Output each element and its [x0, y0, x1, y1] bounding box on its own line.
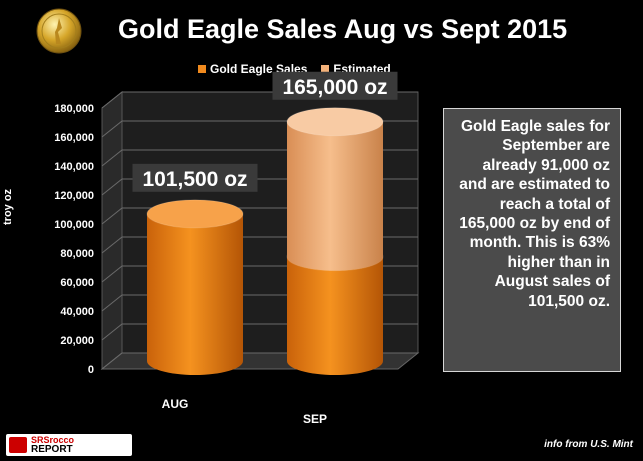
data-label-bg [272, 71, 398, 100]
y-tick-label: 20,000 [60, 335, 94, 347]
annotation-box: Gold Eagle sales for September are alrea… [443, 108, 621, 372]
bar-top-sep-estimated [286, 107, 384, 137]
bar-sep-sales [287, 256, 383, 375]
bar-aug-sales [147, 213, 243, 375]
data-label: 165,000 oz [282, 76, 387, 99]
data-label: 101,500 oz [142, 168, 247, 191]
y-tick-label: 180,000 [54, 103, 94, 115]
chart-title: Gold Eagle Sales Aug vs Sept 2015 [118, 14, 568, 44]
legend-swatch-estimated [321, 65, 330, 73]
y-tick-label: 80,000 [60, 248, 94, 260]
source-credit: info from U.S. Mint [544, 439, 633, 450]
y-tick-label: 140,000 [54, 161, 94, 173]
x-tick-label: SEP [303, 412, 327, 426]
logo-top-text: SRSrocco [31, 435, 75, 445]
y-tick-label: 120,000 [54, 190, 94, 202]
y-tick-label: 0 [88, 364, 94, 376]
bar-sep-estimated [287, 121, 383, 271]
gold-eagle-coin-icon [36, 8, 82, 54]
y-tick-label: 40,000 [60, 306, 94, 318]
y-tick-label: 60,000 [60, 277, 94, 289]
y-tick-label: 160,000 [54, 132, 94, 144]
y-tick-label: 100,000 [54, 219, 94, 231]
legend-swatch-sales [198, 65, 206, 73]
srsrocco-logo: SRSrocco REPORT [6, 434, 132, 456]
logo-mark-icon [9, 437, 27, 453]
data-label-bg [132, 163, 258, 192]
bar-top-aug-sales [146, 199, 244, 229]
x-tick-label: AUG [162, 397, 189, 411]
chart-side-wall [101, 90, 123, 371]
logo-bottom-text: REPORT [31, 444, 73, 455]
